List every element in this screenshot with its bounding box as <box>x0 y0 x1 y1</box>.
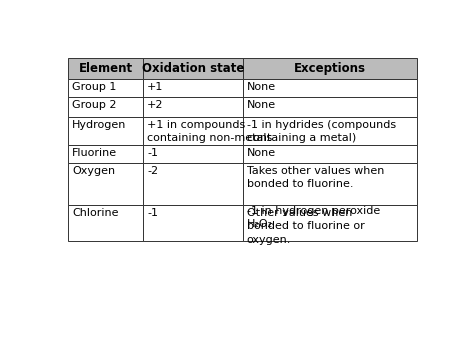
Text: -1 in hydrides (compounds
containing a metal): -1 in hydrides (compounds containing a m… <box>246 120 396 143</box>
Bar <box>68 145 144 163</box>
Bar <box>243 58 418 79</box>
Text: Element: Element <box>79 62 133 75</box>
Bar <box>243 163 418 205</box>
Text: Fluorine: Fluorine <box>72 148 117 158</box>
Bar <box>144 58 243 79</box>
Bar <box>243 205 418 241</box>
Bar <box>144 163 243 205</box>
Bar <box>144 116 243 145</box>
Bar <box>68 79 144 97</box>
Text: +2: +2 <box>147 100 164 110</box>
Bar <box>243 116 418 145</box>
Text: +1: +1 <box>147 82 164 92</box>
Bar <box>144 145 243 163</box>
Text: None: None <box>246 100 276 110</box>
Text: -2: -2 <box>147 166 158 176</box>
Bar <box>68 205 144 241</box>
Text: Other values when
bonded to fluorine or
oxygen.: Other values when bonded to fluorine or … <box>246 208 365 245</box>
Text: None: None <box>246 82 276 92</box>
Text: Takes other values when
bonded to fluorine.

-1 in hydrogen peroxide
H₂O₂: Takes other values when bonded to fluori… <box>246 166 384 229</box>
Text: +1 in compounds
containing non-metals: +1 in compounds containing non-metals <box>147 120 273 143</box>
Text: Group 1: Group 1 <box>72 82 117 92</box>
Bar <box>68 97 144 116</box>
Text: Chlorine: Chlorine <box>72 208 118 218</box>
Bar <box>68 116 144 145</box>
Bar <box>68 163 144 205</box>
Bar <box>68 58 144 79</box>
Text: None: None <box>246 148 276 158</box>
Text: Oxygen: Oxygen <box>72 166 115 176</box>
Text: Exceptions: Exceptions <box>294 62 366 75</box>
Text: Hydrogen: Hydrogen <box>72 120 127 130</box>
Text: -1: -1 <box>147 208 158 218</box>
Bar <box>144 97 243 116</box>
Bar <box>144 205 243 241</box>
Bar <box>144 79 243 97</box>
Text: Group 2: Group 2 <box>72 100 117 110</box>
Bar <box>243 79 418 97</box>
Bar <box>243 97 418 116</box>
Bar <box>243 145 418 163</box>
Text: Oxidation state: Oxidation state <box>142 62 245 75</box>
Text: -1: -1 <box>147 148 158 158</box>
